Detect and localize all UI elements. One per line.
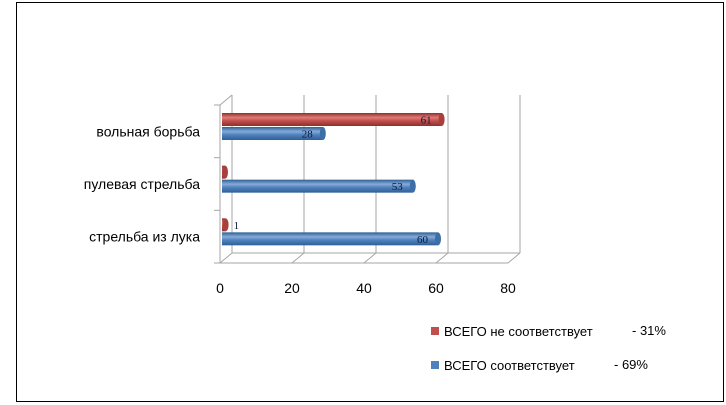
gridline-floor — [435, 252, 449, 264]
data-label: 1 — [234, 220, 240, 232]
legend-percent: - 31% — [632, 323, 666, 338]
x-tick-label: 0 — [216, 280, 224, 296]
data-label: 60 — [417, 234, 429, 246]
bar-cap — [435, 232, 441, 246]
category-label: пулевая стрельба — [84, 176, 200, 192]
gridline-floor — [291, 252, 305, 264]
legend-swatch-compliant — [431, 361, 439, 369]
legend-label-compliant: ВСЕГО соответствует — [444, 358, 575, 373]
category-label: стрельба из лука — [89, 229, 200, 245]
x-tick-label: 20 — [284, 280, 300, 296]
bar-compliant — [222, 127, 323, 140]
y-axis-depth — [219, 94, 233, 106]
bar-cap — [319, 127, 326, 140]
bar-not-compliant — [222, 113, 442, 126]
bar-compliant — [222, 179, 413, 193]
bar-cap — [222, 218, 229, 232]
x-tick-label: 60 — [428, 280, 444, 296]
x-tick-label: 80 — [500, 280, 516, 296]
bar-cap — [409, 179, 416, 193]
bar-compliant — [222, 232, 438, 246]
legend-swatch-not-compliant — [431, 327, 439, 335]
gridline-floor — [219, 252, 233, 264]
bar-cap — [438, 113, 445, 126]
bar-cap — [222, 165, 228, 179]
chart-frame — [16, 2, 724, 402]
legend-percent: - 69% — [614, 357, 648, 372]
category-label: вольная борьба — [96, 123, 200, 139]
legend-label-not-compliant: ВСЕГО не соответствует — [444, 324, 593, 339]
gridline-floor — [507, 252, 521, 264]
x-tick-label: 40 — [356, 280, 372, 296]
data-label: 28 — [302, 129, 314, 141]
gridline-floor — [363, 252, 377, 264]
data-label: 61 — [421, 115, 432, 127]
data-label: 53 — [392, 181, 404, 193]
